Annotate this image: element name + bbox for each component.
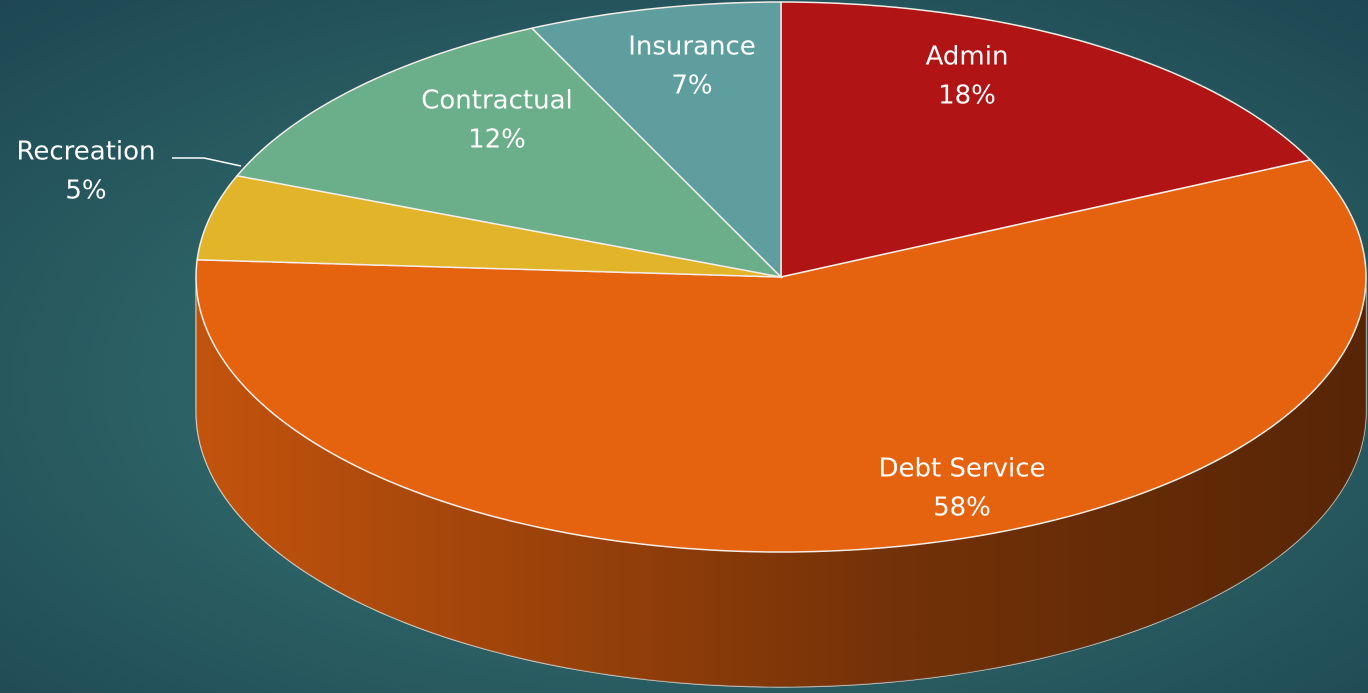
pie-tops <box>195 1 1367 553</box>
slice <box>196 174 782 278</box>
category-label: Admin <box>926 42 1009 72</box>
slice <box>235 27 784 279</box>
slice <box>530 1 782 279</box>
category-label: Contractual <box>421 86 572 116</box>
value-label: 7% <box>671 71 712 101</box>
value-label: 5% <box>65 176 106 206</box>
slice <box>195 159 1367 553</box>
category-label: Insurance <box>628 32 756 62</box>
value-label: 18% <box>938 81 996 111</box>
value-label: 12% <box>468 125 526 155</box>
category-label: Debt Service <box>878 454 1045 484</box>
leader-line <box>172 157 242 167</box>
labels: Admin 18% Debt Service 58% Recreation 5% Contr… <box>16 32 1045 523</box>
slice <box>780 1 1312 278</box>
category-label: Recreation <box>16 137 155 167</box>
slice-side-shade <box>196 277 1366 687</box>
value-label: 58% <box>933 493 991 523</box>
